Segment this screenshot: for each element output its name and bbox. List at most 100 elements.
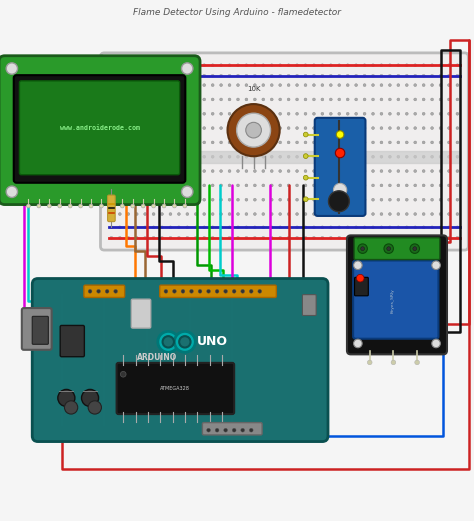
Circle shape xyxy=(380,237,383,239)
Circle shape xyxy=(249,289,253,293)
Circle shape xyxy=(397,98,400,101)
Circle shape xyxy=(152,204,155,208)
Circle shape xyxy=(447,199,450,201)
Circle shape xyxy=(262,199,264,201)
Circle shape xyxy=(228,184,231,187)
Circle shape xyxy=(414,237,417,239)
Circle shape xyxy=(194,74,197,77)
Circle shape xyxy=(254,184,256,187)
Circle shape xyxy=(397,127,400,130)
Circle shape xyxy=(152,141,155,144)
Circle shape xyxy=(296,170,299,172)
Circle shape xyxy=(182,63,193,74)
Circle shape xyxy=(228,213,231,216)
Circle shape xyxy=(363,155,366,158)
Circle shape xyxy=(127,74,130,77)
Circle shape xyxy=(328,191,349,212)
Circle shape xyxy=(389,184,392,187)
Circle shape xyxy=(219,184,222,187)
Circle shape xyxy=(161,113,164,115)
Circle shape xyxy=(249,428,253,432)
Circle shape xyxy=(270,141,273,144)
Circle shape xyxy=(186,127,189,130)
Circle shape xyxy=(6,186,18,197)
Circle shape xyxy=(380,226,383,229)
Circle shape xyxy=(152,74,155,77)
Circle shape xyxy=(397,226,400,229)
Circle shape xyxy=(439,98,442,101)
Circle shape xyxy=(279,155,282,158)
Circle shape xyxy=(296,237,299,239)
Circle shape xyxy=(304,113,307,115)
Circle shape xyxy=(120,204,124,208)
Circle shape xyxy=(219,127,222,130)
Circle shape xyxy=(363,213,366,216)
Circle shape xyxy=(245,226,248,229)
Circle shape xyxy=(321,98,324,101)
Circle shape xyxy=(135,170,138,172)
Circle shape xyxy=(177,113,180,115)
Circle shape xyxy=(355,213,357,216)
Circle shape xyxy=(228,84,231,86)
Circle shape xyxy=(186,74,189,77)
Circle shape xyxy=(194,213,197,216)
Circle shape xyxy=(254,199,256,201)
Circle shape xyxy=(144,141,146,144)
Circle shape xyxy=(183,204,187,208)
Circle shape xyxy=(312,226,315,229)
Circle shape xyxy=(414,64,417,67)
Circle shape xyxy=(346,84,349,86)
Circle shape xyxy=(152,237,155,239)
Circle shape xyxy=(224,428,228,432)
Circle shape xyxy=(422,155,425,158)
Circle shape xyxy=(304,184,307,187)
Circle shape xyxy=(346,74,349,77)
FancyBboxPatch shape xyxy=(347,235,447,354)
Circle shape xyxy=(228,127,231,130)
Circle shape xyxy=(431,199,434,201)
Circle shape xyxy=(127,113,130,115)
Circle shape xyxy=(380,155,383,158)
Circle shape xyxy=(237,226,239,229)
Circle shape xyxy=(118,155,121,158)
Circle shape xyxy=(270,127,273,130)
Circle shape xyxy=(186,213,189,216)
Circle shape xyxy=(237,170,239,172)
Circle shape xyxy=(346,113,349,115)
Circle shape xyxy=(312,127,315,130)
Circle shape xyxy=(127,226,130,229)
Circle shape xyxy=(346,237,349,239)
Circle shape xyxy=(58,389,75,406)
Circle shape xyxy=(118,141,121,144)
Circle shape xyxy=(405,113,408,115)
Circle shape xyxy=(262,98,264,101)
Circle shape xyxy=(414,155,417,158)
Circle shape xyxy=(439,170,442,172)
Circle shape xyxy=(118,98,121,101)
Circle shape xyxy=(177,226,180,229)
Circle shape xyxy=(346,98,349,101)
Circle shape xyxy=(270,237,273,239)
Circle shape xyxy=(194,170,197,172)
Circle shape xyxy=(163,336,174,348)
Circle shape xyxy=(144,170,146,172)
Circle shape xyxy=(372,113,374,115)
Circle shape xyxy=(177,84,180,86)
Circle shape xyxy=(173,204,176,208)
Circle shape xyxy=(329,127,332,130)
Circle shape xyxy=(414,98,417,101)
Circle shape xyxy=(237,155,239,158)
Circle shape xyxy=(186,237,189,239)
Circle shape xyxy=(321,64,324,67)
Circle shape xyxy=(439,184,442,187)
Circle shape xyxy=(169,199,172,201)
Circle shape xyxy=(262,155,264,158)
Circle shape xyxy=(169,155,172,158)
Circle shape xyxy=(186,170,189,172)
Circle shape xyxy=(215,428,219,432)
Circle shape xyxy=(127,64,130,67)
Circle shape xyxy=(389,113,392,115)
Circle shape xyxy=(372,74,374,77)
Circle shape xyxy=(169,237,172,239)
Circle shape xyxy=(232,428,236,432)
